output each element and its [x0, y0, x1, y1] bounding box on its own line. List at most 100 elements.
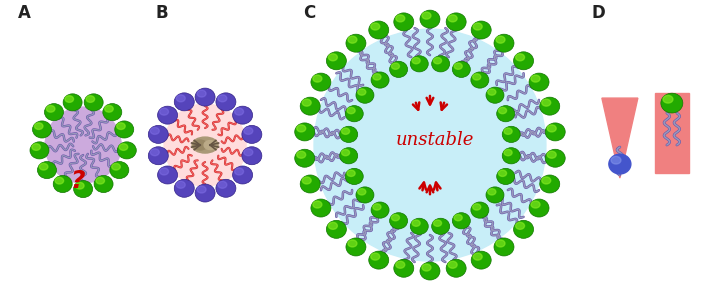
- Ellipse shape: [313, 75, 322, 82]
- Text: D: D: [592, 4, 606, 22]
- Ellipse shape: [504, 149, 512, 156]
- Ellipse shape: [34, 123, 43, 130]
- Ellipse shape: [452, 213, 470, 229]
- Ellipse shape: [94, 175, 113, 192]
- Ellipse shape: [499, 170, 507, 176]
- Ellipse shape: [115, 121, 134, 138]
- Ellipse shape: [389, 61, 408, 78]
- Ellipse shape: [110, 162, 129, 179]
- Ellipse shape: [63, 94, 82, 111]
- Ellipse shape: [159, 168, 169, 175]
- Ellipse shape: [295, 123, 314, 141]
- Ellipse shape: [30, 142, 49, 159]
- Circle shape: [300, 15, 560, 275]
- Text: ?: ?: [71, 169, 85, 193]
- Ellipse shape: [149, 125, 168, 143]
- Ellipse shape: [157, 106, 178, 124]
- Ellipse shape: [244, 127, 253, 134]
- Text: B: B: [155, 4, 167, 22]
- Ellipse shape: [297, 125, 306, 132]
- Polygon shape: [602, 98, 638, 178]
- Ellipse shape: [515, 222, 525, 229]
- Ellipse shape: [174, 93, 194, 111]
- Ellipse shape: [234, 168, 244, 175]
- Ellipse shape: [473, 23, 482, 30]
- Ellipse shape: [159, 108, 169, 115]
- Ellipse shape: [471, 21, 491, 39]
- Ellipse shape: [197, 186, 206, 193]
- Ellipse shape: [496, 168, 515, 185]
- Ellipse shape: [472, 204, 480, 210]
- Ellipse shape: [432, 56, 450, 72]
- Ellipse shape: [76, 183, 84, 189]
- Ellipse shape: [176, 95, 185, 102]
- Ellipse shape: [412, 220, 420, 226]
- Ellipse shape: [234, 108, 244, 115]
- Ellipse shape: [539, 97, 560, 115]
- Ellipse shape: [394, 13, 414, 31]
- Ellipse shape: [448, 261, 457, 268]
- Circle shape: [45, 107, 121, 183]
- Ellipse shape: [157, 166, 178, 184]
- Ellipse shape: [542, 177, 551, 184]
- Ellipse shape: [32, 144, 41, 150]
- Ellipse shape: [488, 89, 496, 95]
- Text: A: A: [18, 4, 31, 22]
- Ellipse shape: [149, 147, 168, 165]
- Ellipse shape: [531, 75, 540, 82]
- Ellipse shape: [454, 215, 462, 221]
- Ellipse shape: [392, 63, 400, 69]
- Ellipse shape: [311, 73, 331, 91]
- Ellipse shape: [174, 179, 194, 197]
- Ellipse shape: [396, 261, 405, 268]
- Ellipse shape: [488, 189, 496, 195]
- Ellipse shape: [433, 57, 442, 64]
- Ellipse shape: [471, 251, 491, 269]
- Ellipse shape: [96, 177, 105, 184]
- Ellipse shape: [340, 126, 357, 142]
- Ellipse shape: [348, 36, 357, 43]
- Ellipse shape: [494, 34, 514, 52]
- Ellipse shape: [448, 15, 457, 22]
- Ellipse shape: [371, 253, 380, 260]
- Ellipse shape: [242, 147, 262, 165]
- Ellipse shape: [486, 187, 504, 203]
- Bar: [655, 93, 689, 173]
- Ellipse shape: [117, 142, 136, 159]
- Ellipse shape: [341, 128, 349, 134]
- Ellipse shape: [513, 52, 534, 70]
- Ellipse shape: [356, 187, 374, 203]
- Ellipse shape: [300, 97, 320, 115]
- Ellipse shape: [204, 141, 216, 150]
- Ellipse shape: [37, 162, 57, 179]
- Ellipse shape: [197, 90, 206, 97]
- Ellipse shape: [44, 104, 63, 121]
- Ellipse shape: [371, 202, 389, 218]
- Ellipse shape: [340, 148, 357, 164]
- Text: C: C: [303, 4, 315, 22]
- Ellipse shape: [297, 151, 306, 158]
- Ellipse shape: [232, 166, 253, 184]
- Ellipse shape: [373, 204, 381, 210]
- Ellipse shape: [454, 63, 462, 69]
- Ellipse shape: [347, 108, 355, 114]
- Ellipse shape: [356, 87, 374, 103]
- Ellipse shape: [103, 104, 122, 121]
- Ellipse shape: [244, 149, 253, 156]
- Ellipse shape: [295, 149, 314, 167]
- Ellipse shape: [371, 23, 380, 30]
- Ellipse shape: [609, 154, 631, 174]
- Ellipse shape: [33, 121, 52, 138]
- Ellipse shape: [496, 240, 505, 247]
- Ellipse shape: [311, 199, 331, 217]
- Ellipse shape: [422, 264, 431, 271]
- Ellipse shape: [515, 54, 525, 61]
- Ellipse shape: [499, 108, 507, 114]
- Ellipse shape: [348, 240, 357, 247]
- Ellipse shape: [529, 73, 549, 91]
- Ellipse shape: [547, 125, 556, 132]
- Ellipse shape: [326, 220, 347, 238]
- Ellipse shape: [176, 181, 185, 188]
- Ellipse shape: [345, 106, 363, 122]
- Ellipse shape: [547, 151, 556, 158]
